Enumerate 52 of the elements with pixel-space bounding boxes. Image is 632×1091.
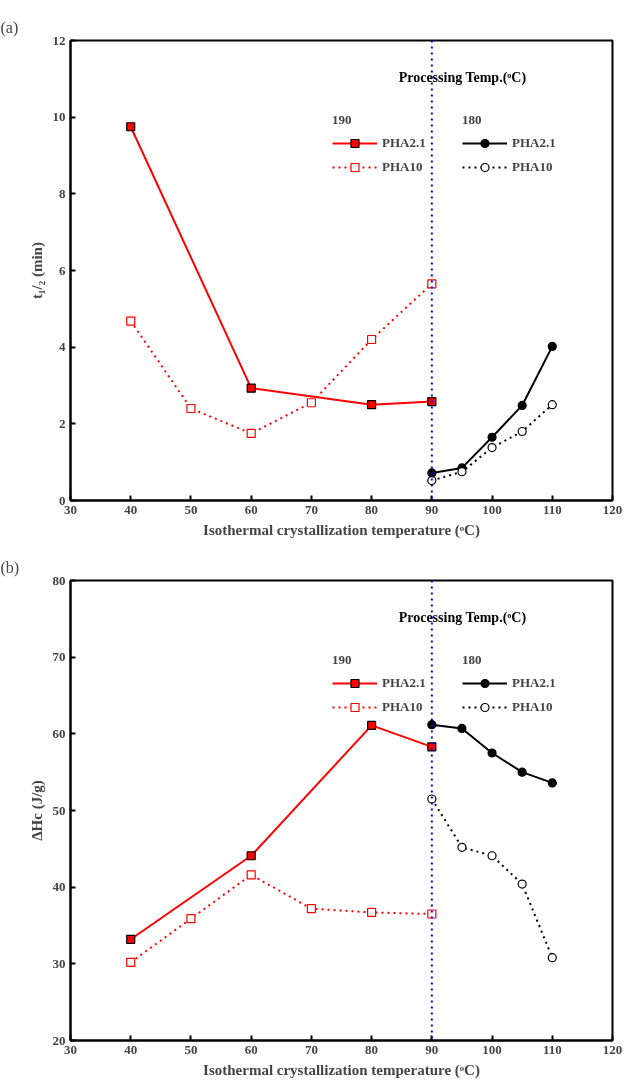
x-tick-label: 70 xyxy=(304,501,318,517)
x-tick-label: 110 xyxy=(542,1041,562,1057)
annotation: 190 xyxy=(332,112,353,128)
x-tick-label: 90 xyxy=(425,501,439,517)
x-tick-label: 100 xyxy=(482,501,502,517)
x-tick-label: 60 xyxy=(244,501,258,517)
legend-title: Processing Temp.(ᵒC) xyxy=(398,610,527,626)
x-tick-label: 80 xyxy=(365,1041,379,1057)
y-axis-title: t₁/₂ (min) xyxy=(28,242,46,299)
y-tick-label: 0 xyxy=(59,492,66,508)
y-tick-label: 4 xyxy=(59,339,66,355)
chart-title: (a) xyxy=(0,18,19,37)
x-tick-label: 50 xyxy=(184,1041,198,1057)
x-tick-label: 60 xyxy=(244,1041,258,1057)
y-axis-title: ΔHc (J/g) xyxy=(28,780,46,841)
legend-label: PHA10 xyxy=(512,159,554,175)
annotation: 180 xyxy=(462,652,483,668)
legend-label: PHA2.1 xyxy=(512,135,557,151)
x-axis-title: Isothermal crystallization temperature (ᵒC) xyxy=(203,1061,480,1079)
legend-label: PHA10 xyxy=(382,699,424,715)
y-tick-label: 40 xyxy=(52,879,66,895)
y-tick-label: 30 xyxy=(52,955,66,971)
y-tick-label: 2 xyxy=(59,415,66,431)
y-tick-label: 60 xyxy=(52,725,66,741)
x-tick-label: 120 xyxy=(602,501,623,517)
x-tick-label: 40 xyxy=(124,1041,138,1057)
y-tick-label: 10 xyxy=(52,109,66,125)
x-axis-title: Isothermal crystallization temperature (ᵒC) xyxy=(203,521,480,539)
y-tick-label: 50 xyxy=(52,802,66,818)
x-tick-label: 80 xyxy=(365,501,379,517)
x-tick-label: 90 xyxy=(425,1041,439,1057)
y-tick-label: 8 xyxy=(59,185,66,201)
legend-label: PHA2.1 xyxy=(382,135,427,151)
annotation: 190 xyxy=(332,652,353,668)
annotation: 180 xyxy=(462,112,483,128)
y-tick-label: 12 xyxy=(52,32,66,48)
x-tick-label: 100 xyxy=(482,1041,502,1057)
chart-title: (b) xyxy=(0,558,20,577)
x-tick-label: 120 xyxy=(602,1041,623,1057)
y-tick-label: 70 xyxy=(52,649,66,665)
x-tick-label: 40 xyxy=(124,501,138,517)
legend-label: PHA10 xyxy=(512,699,554,715)
x-tick-label: 70 xyxy=(304,1041,318,1057)
legend-label: PHA10 xyxy=(382,159,424,175)
y-tick-label: 20 xyxy=(52,1032,66,1048)
legend-title: Processing Temp.(ᵒC) xyxy=(398,70,527,86)
y-tick-label: 6 xyxy=(59,262,66,278)
legend-label: PHA2.1 xyxy=(382,675,427,691)
legend-label: PHA2.1 xyxy=(512,675,557,691)
y-tick-label: 80 xyxy=(52,572,66,588)
x-tick-label: 110 xyxy=(542,501,562,517)
x-tick-label: 50 xyxy=(184,501,198,517)
